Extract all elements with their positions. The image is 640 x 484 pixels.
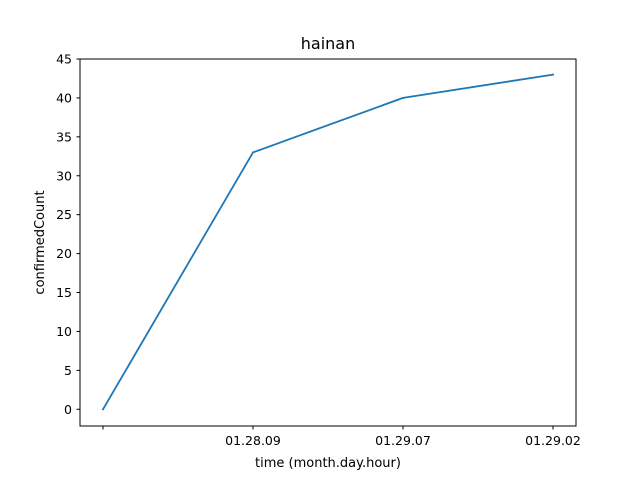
x-axis: 01.28.09 01.29.07 01.29.02	[102, 426, 581, 448]
series-line	[101, 73, 555, 411]
y-axis-label: confirmedCount	[33, 190, 48, 294]
y-tick-label: 40	[56, 90, 72, 105]
y-tick-label: 15	[56, 285, 72, 300]
y-tick-label: 25	[56, 207, 72, 222]
data-point	[252, 151, 254, 154]
y-tick-label: 0	[64, 402, 72, 417]
y-tick-label: 20	[56, 246, 72, 261]
data-point	[102, 408, 104, 411]
y-tick-label: 5	[64, 363, 72, 378]
data-point	[402, 97, 404, 99]
x-tick-label: 01.29.02	[525, 433, 581, 448]
plot-frame	[79, 58, 577, 427]
y-tick-label: 45	[56, 52, 72, 67]
y-tick-label: 10	[56, 324, 72, 339]
x-axis-label: time (month.day.hour)	[255, 456, 401, 471]
data-point	[552, 73, 554, 76]
chart-title: hainan	[301, 34, 355, 53]
y-tick-label: 35	[56, 129, 72, 144]
series-layer	[101, 73, 555, 411]
y-axis: 0 5 10 15 20 25 30 35 40 45	[56, 52, 80, 417]
x-tick-label: 01.28.09	[225, 433, 281, 448]
y-tick-label: 30	[56, 168, 72, 183]
x-tick-label: 01.29.07	[375, 433, 431, 448]
